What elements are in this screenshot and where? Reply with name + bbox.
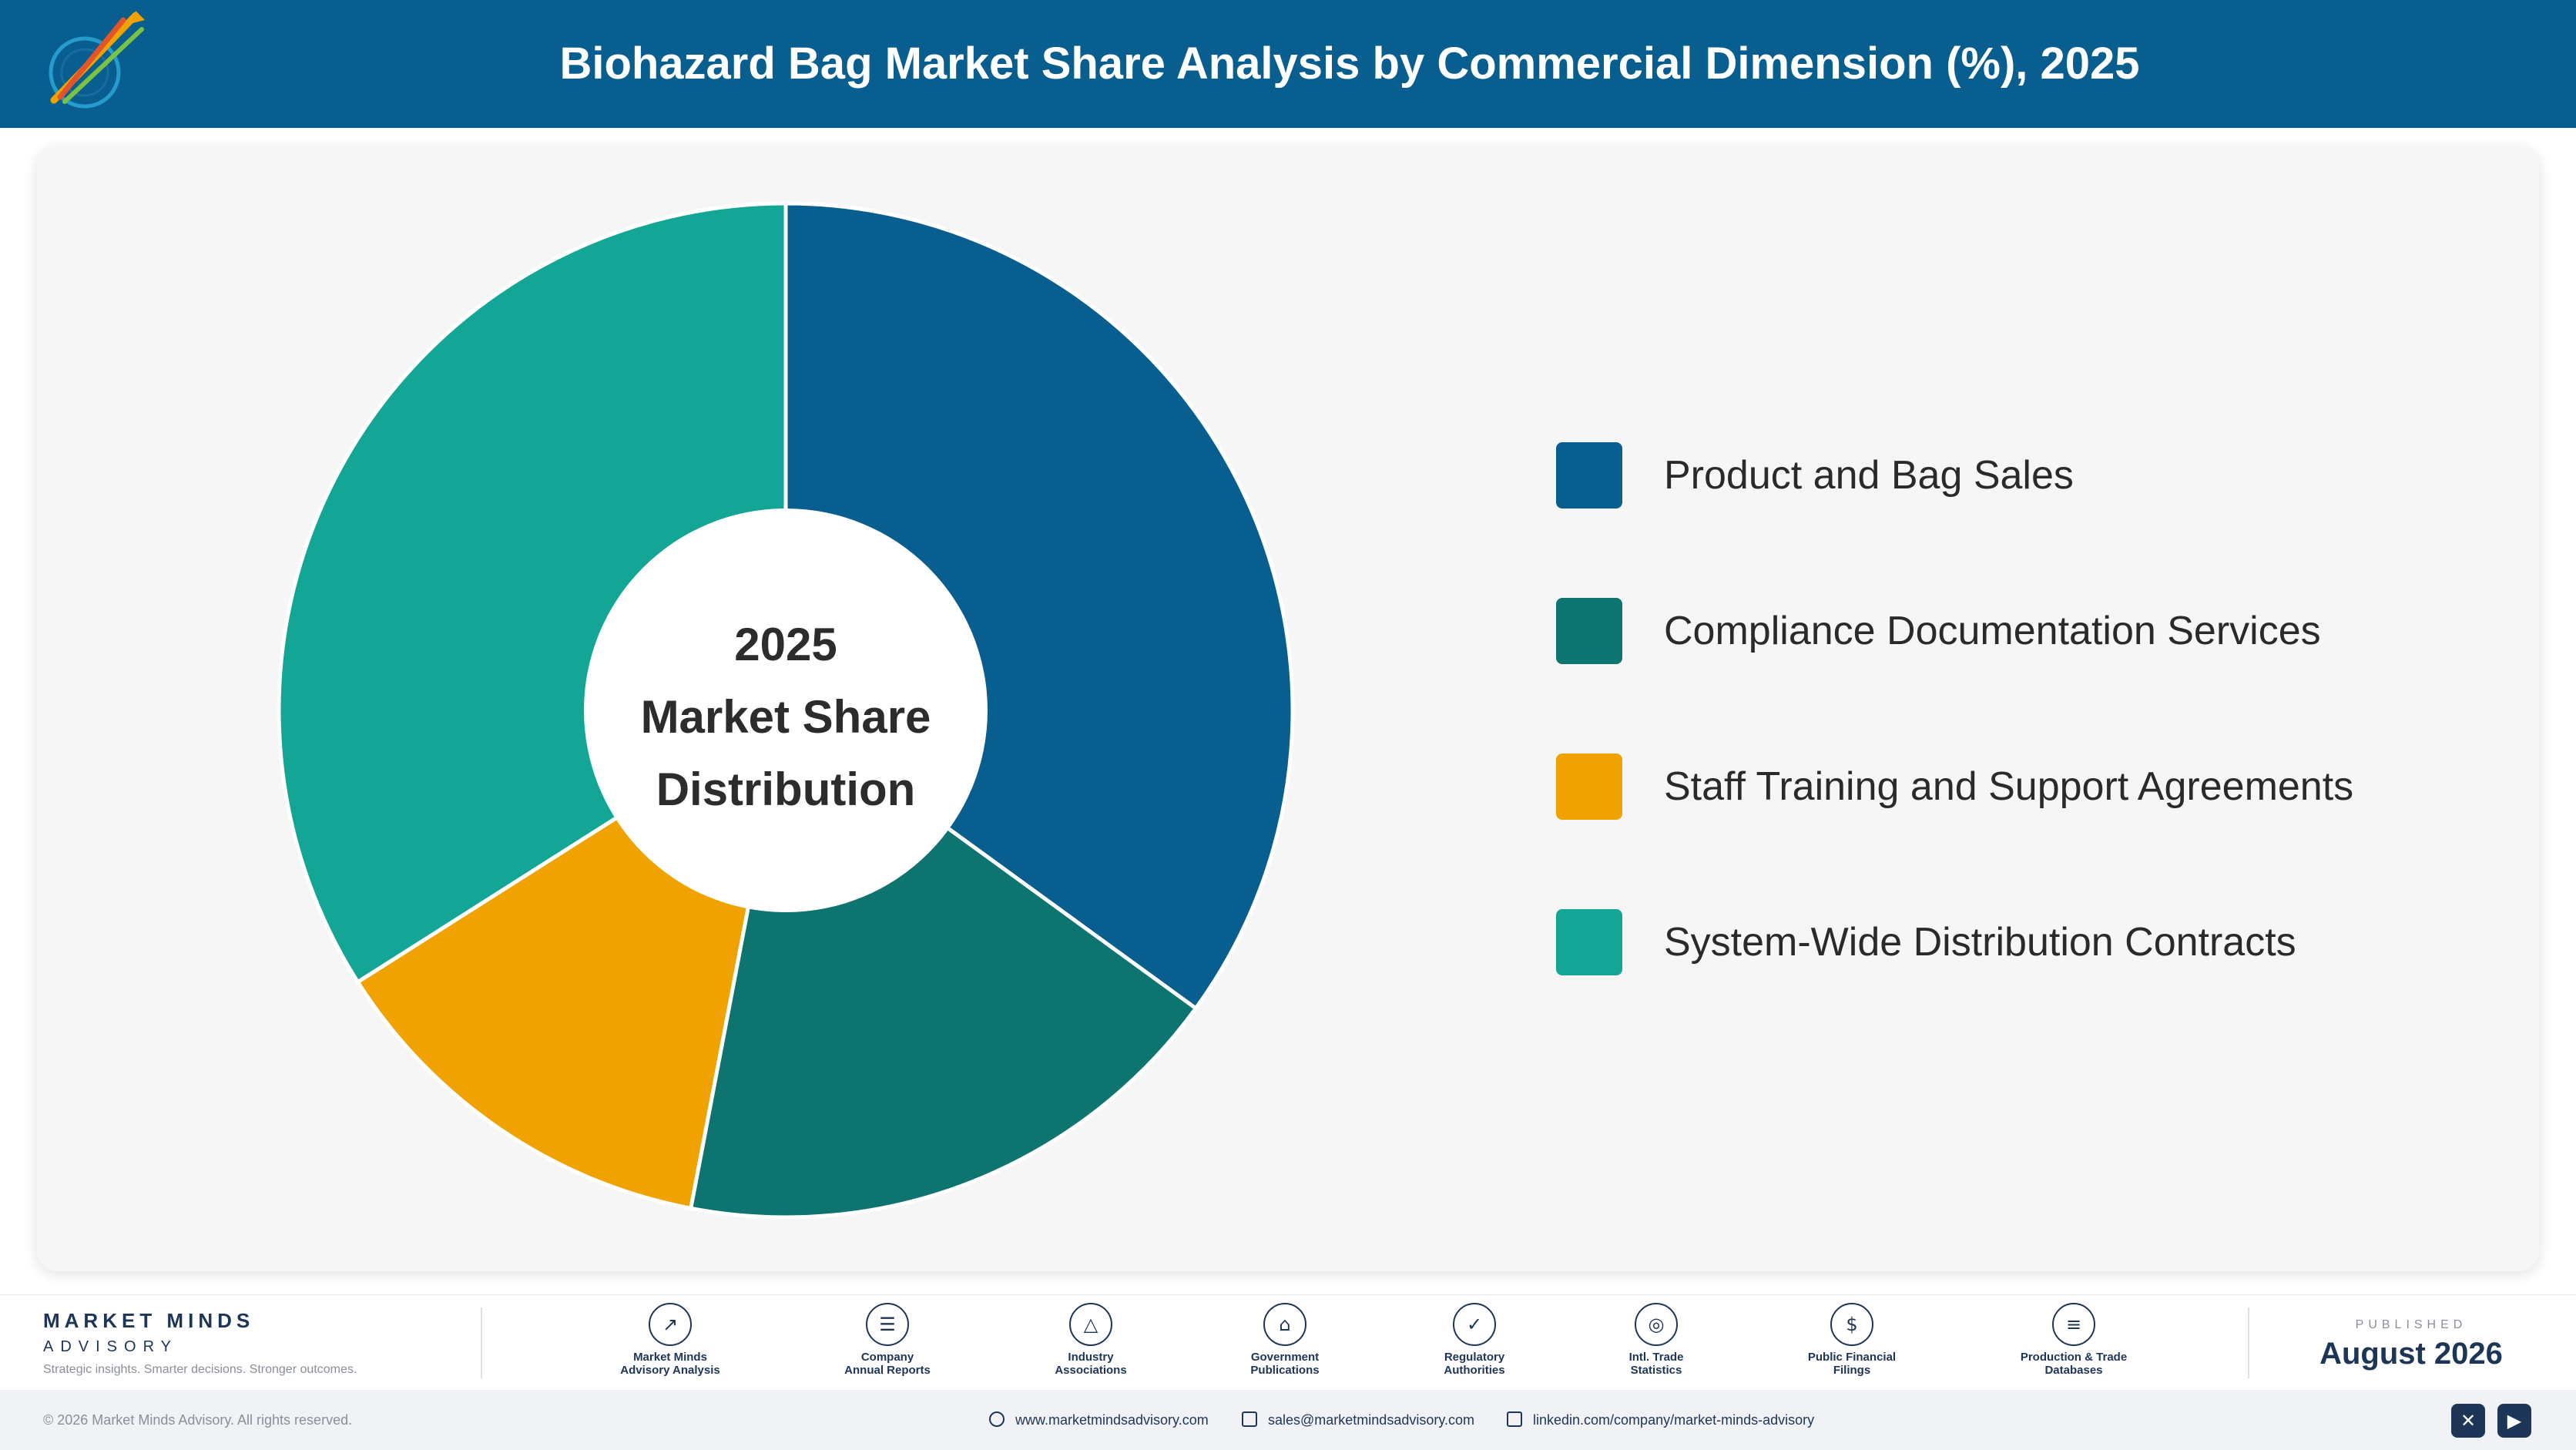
youtube-icon[interactable]: ▶ (2497, 1404, 2531, 1438)
network-icon: △ (1069, 1303, 1112, 1346)
source-label-line2: Annual Reports (844, 1364, 931, 1377)
source-label-line1: Industry (1068, 1351, 1114, 1364)
brand-name: MARKET MINDS (43, 1309, 255, 1332)
center-label-year: 2025 (734, 619, 837, 670)
donut-center-label: 2025 Market Share Distribution (632, 609, 940, 826)
brand-subtitle: ADVISORY (43, 1338, 178, 1355)
linkedin-text: linkedin.com/company/market-minds-adviso… (1533, 1412, 1815, 1428)
brand-tagline: Strategic insights. Smarter decisions. S… (43, 1363, 357, 1376)
company-logo (49, 11, 145, 109)
header-bar: Biohazard Bag Market Share Analysis by C… (0, 0, 2576, 128)
published-label: PUBLISHED (2355, 1318, 2467, 1331)
center-label-line3: Distribution (656, 764, 916, 815)
copyright-text: © 2026 Market Minds Advisory. All rights… (43, 1412, 353, 1428)
legend-label: System-Wide Distribution Contracts (1664, 920, 2296, 965)
source-label-line2: Publications (1250, 1364, 1320, 1377)
legend-item: Product and Bag Sales (1556, 442, 2480, 598)
source-label-line1: Market Minds (633, 1351, 707, 1364)
legend-swatch (1556, 909, 1622, 975)
legend-label: Staff Training and Support Agreements (1664, 764, 2354, 809)
footer-divider (2248, 1307, 2249, 1378)
legend-label: Product and Bag Sales (1664, 453, 2074, 498)
source-item: ✓ Regulatory Authorities (1397, 1303, 1551, 1377)
published-date: August 2026 (2319, 1337, 2503, 1371)
legend-item: System-Wide Distribution Contracts (1556, 909, 2480, 1065)
source-item: △ Industry Associations (1014, 1303, 1168, 1377)
source-label-line1: Intl. Trade (1628, 1351, 1684, 1364)
database-icon: ≡ (2052, 1303, 2095, 1346)
source-label-line1: Regulatory (1444, 1351, 1505, 1364)
legend-swatch (1556, 754, 1622, 820)
government-building-icon: ⌂ (1263, 1303, 1306, 1346)
linkedin-icon (1507, 1411, 1522, 1428)
email-link[interactable]: sales@marketmindsadvisory.com (1242, 1390, 1474, 1450)
source-item: ⌂ Government Publications (1208, 1303, 1362, 1377)
legend-label: Compliance Documentation Services (1664, 609, 2321, 653)
mail-icon (1242, 1411, 1257, 1428)
legend-swatch (1556, 598, 1622, 664)
email-text: sales@marketmindsadvisory.com (1268, 1412, 1475, 1428)
source-item: ◎ Intl. Trade Statistics (1579, 1303, 1733, 1377)
website-link[interactable]: www.marketmindsadvisory.com (989, 1390, 1209, 1450)
source-item: ↗ Market Minds Advisory Analysis (593, 1303, 747, 1377)
footer-contact-bar: © 2026 Market Minds Advisory. All rights… (0, 1390, 2576, 1450)
center-label-line2: Market Share (640, 691, 931, 743)
document-icon: ☰ (866, 1303, 909, 1346)
shield-check-icon: ✓ (1453, 1303, 1496, 1346)
legend-swatch (1556, 442, 1622, 509)
source-label-line2: Databases (2044, 1364, 2103, 1377)
source-label-line1: Company (860, 1351, 914, 1364)
source-label-line2: Statistics (1630, 1364, 1682, 1377)
source-label-line1: Public Financial (1807, 1351, 1897, 1364)
globe-icon: ◎ (1635, 1303, 1678, 1346)
website-text: www.marketmindsadvisory.com (1015, 1412, 1209, 1428)
source-item: ☰ Company Annual Reports (810, 1303, 964, 1377)
source-item: ≡ Production & Trade Databases (1997, 1303, 2151, 1377)
chart-legend: Product and Bag Sales Compliance Documen… (1556, 442, 2480, 1065)
source-label-line2: Advisory Analysis (620, 1364, 720, 1377)
footer-divider (481, 1307, 482, 1378)
linkedin-link[interactable]: linkedin.com/company/market-minds-adviso… (1507, 1390, 1814, 1450)
source-label-line2: Authorities (1444, 1364, 1505, 1377)
legend-item: Compliance Documentation Services (1556, 598, 2480, 754)
page-title: Biohazard Bag Market Share Analysis by C… (559, 39, 2140, 89)
footer-sources-bar: MARKET MINDS ADVISORY Strategic insights… (0, 1294, 2576, 1390)
source-label-line2: Associations (1055, 1364, 1127, 1377)
source-label-line1: Production & Trade (2020, 1351, 2128, 1364)
trend-chart-icon: ↗ (649, 1303, 692, 1346)
source-label-line1: Government (1250, 1351, 1320, 1364)
globe-icon (989, 1411, 1005, 1428)
source-item: $ Public Financial Filings (1775, 1303, 1929, 1377)
legend-item: Staff Training and Support Agreements (1556, 754, 2480, 909)
source-label-line2: Filings (1833, 1364, 1871, 1377)
dollar-coin-icon: $ (1830, 1303, 1873, 1346)
x-icon[interactable]: ✕ (2451, 1404, 2485, 1438)
